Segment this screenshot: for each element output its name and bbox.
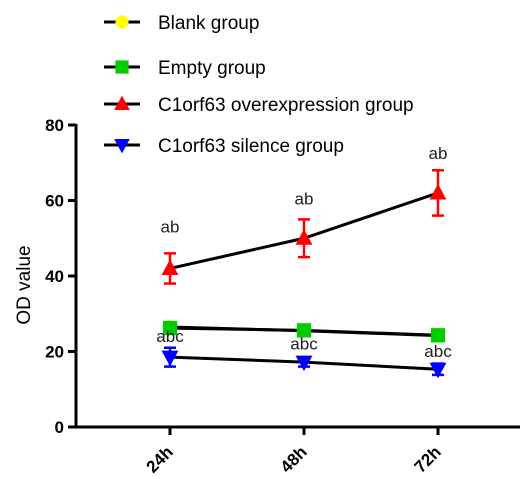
x-tick-label: 24h bbox=[143, 442, 177, 476]
data-point bbox=[295, 355, 313, 372]
legend-item: C1orf63 silence group bbox=[104, 136, 344, 157]
y-tick-label: 60 bbox=[45, 192, 64, 211]
y-tick-label: 40 bbox=[45, 267, 64, 286]
series-empty-group bbox=[162, 320, 446, 343]
significance-label: ab bbox=[161, 218, 180, 237]
significance-label: abc bbox=[290, 335, 318, 354]
legend-item: Blank group bbox=[104, 13, 259, 34]
legend-item: C1orf63 overexpression group bbox=[104, 95, 414, 116]
legend-label: Blank group bbox=[158, 13, 259, 34]
data-point bbox=[295, 229, 313, 245]
annotations: ab ab ab abc abc abc bbox=[156, 144, 452, 361]
y-tick-label: 80 bbox=[45, 116, 64, 135]
significance-label: ab bbox=[295, 189, 314, 208]
data-point bbox=[429, 183, 447, 200]
y-ticks: 0 20 40 60 80 bbox=[45, 116, 76, 437]
data-point bbox=[161, 350, 179, 367]
x-tick-label: 48h bbox=[277, 442, 311, 476]
x-tick-label: 72h bbox=[411, 442, 445, 476]
data-point bbox=[114, 95, 130, 110]
y-axis-title: OD value bbox=[14, 245, 35, 324]
data-point bbox=[430, 328, 446, 343]
series-c1orf63-overexpression-group bbox=[161, 169, 447, 285]
data-point bbox=[114, 139, 130, 154]
legend-item: Empty group bbox=[104, 58, 266, 79]
x-ticks: 24h 48h 72h bbox=[143, 427, 445, 477]
legend-label: C1orf63 silence group bbox=[158, 136, 344, 157]
y-tick-label: 0 bbox=[55, 418, 64, 437]
significance-label: ab bbox=[429, 144, 448, 163]
series-layer bbox=[161, 169, 447, 379]
significance-label: abc bbox=[156, 327, 184, 346]
data-point bbox=[162, 320, 178, 336]
data-point bbox=[115, 60, 129, 74]
legend-label: Empty group bbox=[158, 58, 266, 79]
plot-area: 0 20 40 60 80 24h 48h 72h ab ab ab abc abc abc bbox=[45, 116, 520, 477]
legend-label: C1orf63 overexpression group bbox=[158, 95, 414, 116]
significance-label: abc bbox=[424, 342, 452, 361]
data-point bbox=[161, 259, 179, 275]
data-point bbox=[429, 362, 447, 379]
data-point bbox=[115, 15, 129, 29]
series-c1orf63-silence-group bbox=[161, 346, 447, 379]
legend: Blank group Empty group C1orf63 overexpres… bbox=[104, 13, 414, 157]
data-point bbox=[296, 323, 312, 338]
y-tick-label: 20 bbox=[45, 343, 64, 362]
